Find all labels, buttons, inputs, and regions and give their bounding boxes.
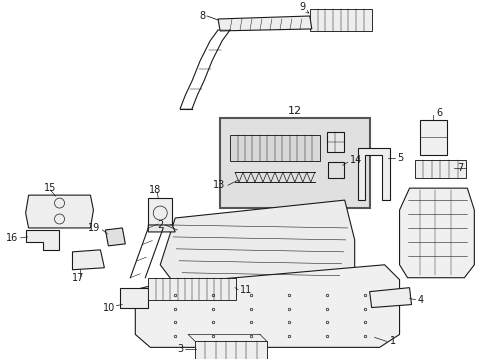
Polygon shape bbox=[105, 228, 125, 246]
Text: 9: 9 bbox=[299, 2, 305, 12]
Text: 2: 2 bbox=[157, 220, 163, 230]
Polygon shape bbox=[135, 265, 399, 347]
Bar bbox=[148, 278, 236, 300]
Text: 10: 10 bbox=[103, 302, 115, 312]
Text: 8: 8 bbox=[199, 11, 204, 21]
Bar bbox=[309, 9, 371, 31]
Polygon shape bbox=[148, 225, 175, 232]
Polygon shape bbox=[399, 188, 473, 278]
Text: 12: 12 bbox=[287, 105, 301, 116]
Polygon shape bbox=[120, 288, 148, 307]
Bar bbox=[195, 341, 266, 360]
Text: 6: 6 bbox=[435, 108, 442, 117]
Text: 18: 18 bbox=[149, 185, 161, 195]
Polygon shape bbox=[369, 288, 411, 307]
Text: 11: 11 bbox=[240, 285, 252, 294]
Text: 13: 13 bbox=[212, 180, 224, 190]
Text: 1: 1 bbox=[389, 336, 395, 346]
Text: 15: 15 bbox=[44, 183, 57, 193]
Text: 4: 4 bbox=[417, 294, 423, 305]
Text: 5: 5 bbox=[397, 153, 403, 163]
Polygon shape bbox=[357, 148, 389, 200]
Text: 19: 19 bbox=[88, 223, 100, 233]
Polygon shape bbox=[25, 195, 93, 228]
Polygon shape bbox=[326, 132, 343, 152]
Text: 16: 16 bbox=[6, 233, 19, 243]
Polygon shape bbox=[218, 16, 311, 31]
Polygon shape bbox=[327, 162, 343, 178]
Text: 7: 7 bbox=[456, 163, 463, 173]
Bar bbox=[414, 160, 466, 178]
Bar bbox=[220, 118, 369, 208]
Text: 14: 14 bbox=[349, 155, 361, 165]
Polygon shape bbox=[148, 198, 172, 228]
Bar bbox=[229, 135, 319, 161]
Polygon shape bbox=[25, 230, 59, 250]
Polygon shape bbox=[419, 121, 447, 155]
Text: 3: 3 bbox=[177, 345, 183, 354]
Polygon shape bbox=[160, 200, 354, 285]
Polygon shape bbox=[72, 250, 104, 270]
Text: 17: 17 bbox=[72, 273, 84, 283]
